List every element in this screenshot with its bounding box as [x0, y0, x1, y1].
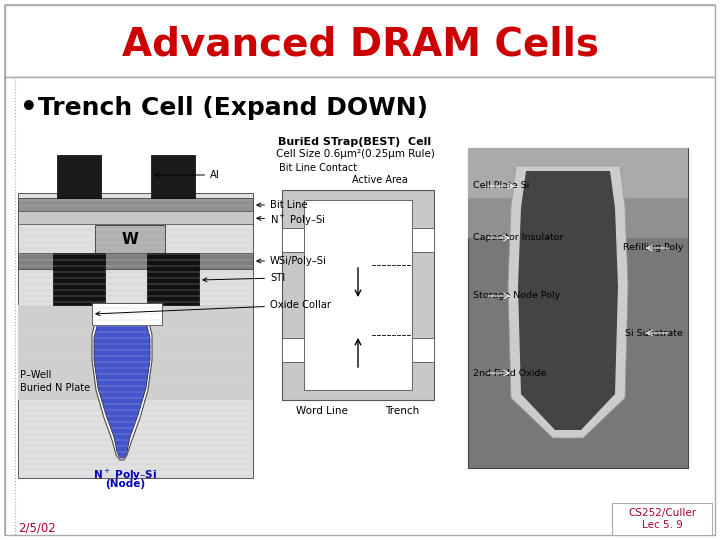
Bar [18, 253, 253, 269]
Text: Word Line: Word Line [296, 406, 348, 416]
Text: Active Area: Active Area [352, 175, 408, 185]
Bar [147, 253, 199, 305]
Polygon shape [508, 166, 628, 438]
Polygon shape [92, 305, 152, 460]
Text: P–Well: P–Well [20, 370, 51, 380]
Text: (Node): (Node) [105, 479, 145, 489]
Polygon shape [94, 310, 150, 458]
Text: Bit Line: Bit Line [257, 200, 307, 210]
Bar [18, 211, 253, 224]
Text: N$^+$ Poly–Si: N$^+$ Poly–Si [93, 468, 157, 483]
Text: Trench: Trench [385, 406, 419, 416]
Text: 2nd Field Oxide: 2nd Field Oxide [473, 368, 546, 377]
Polygon shape [282, 228, 304, 252]
Bar [57, 155, 101, 198]
Text: CS252/Culler
Lec 5. 9: CS252/Culler Lec 5. 9 [628, 508, 696, 530]
Bar [468, 148, 688, 198]
Bar [612, 503, 712, 535]
Polygon shape [518, 171, 618, 430]
Text: Si Substrate: Si Substrate [625, 328, 683, 338]
Text: Trench Cell (Expand DOWN): Trench Cell (Expand DOWN) [38, 96, 428, 120]
Text: Bit Line Contact: Bit Line Contact [279, 163, 357, 173]
Text: Cell Size 0.6μm²(0.25μm Rule): Cell Size 0.6μm²(0.25μm Rule) [276, 149, 434, 159]
Bar [53, 253, 105, 305]
Bar [5, 5, 715, 77]
Bar [282, 190, 434, 400]
Bar [18, 193, 253, 478]
Text: Oxide Collar: Oxide Collar [96, 300, 331, 316]
Bar [18, 305, 253, 400]
Text: Advanced DRAM Cells: Advanced DRAM Cells [122, 25, 598, 63]
Polygon shape [412, 228, 434, 252]
Text: N$^+$ Poly–Si: N$^+$ Poly–Si [257, 212, 326, 227]
Text: •: • [20, 94, 37, 122]
Text: Refilling Poly: Refilling Poly [623, 244, 683, 253]
Bar [5, 77, 715, 535]
Text: STI: STI [203, 273, 285, 283]
Text: Al: Al [155, 170, 220, 180]
Bar [304, 200, 412, 390]
Text: Storage Node Poly: Storage Node Poly [473, 292, 560, 300]
Text: W: W [122, 232, 138, 246]
Text: BuriEd STrap(BEST)  Cell: BuriEd STrap(BEST) Cell [279, 137, 431, 147]
Bar [18, 198, 253, 211]
Polygon shape [282, 338, 304, 362]
Text: 2/5/02: 2/5/02 [18, 522, 55, 535]
Polygon shape [412, 338, 434, 362]
Bar [151, 155, 195, 198]
Bar [468, 198, 688, 238]
Bar [468, 148, 688, 468]
Text: Cell Plate Si: Cell Plate Si [473, 181, 529, 191]
Text: Capacitor Insulator: Capacitor Insulator [473, 233, 564, 242]
Bar [92, 303, 162, 325]
Text: WSi/Poly–Si: WSi/Poly–Si [257, 256, 327, 266]
Bar [95, 225, 165, 253]
Text: Buried N Plate: Buried N Plate [20, 383, 90, 393]
